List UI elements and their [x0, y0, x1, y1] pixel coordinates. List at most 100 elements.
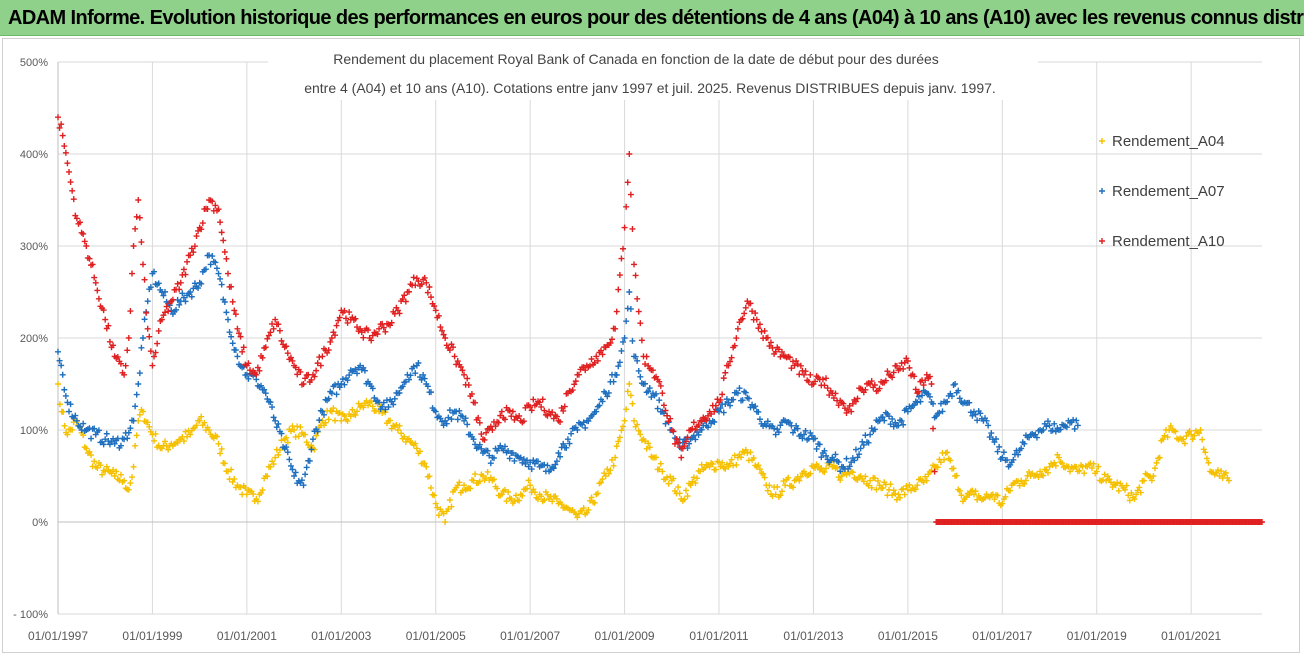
data-point: [541, 497, 548, 504]
data-point: [1057, 426, 1064, 433]
data-point: [105, 322, 112, 329]
data-point: [365, 327, 372, 334]
data-point: [736, 385, 743, 392]
data-point: [130, 463, 137, 470]
data-point: [706, 463, 713, 470]
data-point: [826, 392, 833, 399]
data-point: [920, 382, 927, 389]
data-point: [399, 383, 406, 390]
data-point: [1161, 432, 1168, 439]
data-point: [446, 347, 453, 354]
data-point: [755, 325, 762, 332]
data-point: [1197, 427, 1204, 433]
data-point: [690, 432, 697, 439]
data-point: [135, 381, 142, 387]
data-point: [151, 353, 158, 360]
data-point: [530, 396, 537, 403]
data-point: [988, 430, 995, 437]
data-point: [114, 353, 121, 360]
data-point: [144, 419, 151, 426]
data-point: [895, 491, 902, 498]
data-point: [1093, 468, 1100, 475]
data-point: [117, 471, 124, 478]
data-point: [649, 367, 656, 374]
data-point: [756, 466, 763, 473]
data-point: [915, 388, 922, 395]
data-point: [368, 337, 375, 344]
data-point: [560, 407, 567, 414]
data-point: [626, 381, 633, 387]
data-point: [117, 360, 124, 367]
data-point: [843, 409, 850, 416]
data-point: [133, 432, 140, 439]
data-point: [830, 394, 837, 401]
data-point: [582, 367, 589, 374]
data-point: [204, 206, 211, 213]
x-tick-label: 01/01/1997: [28, 629, 88, 643]
data-point: [440, 422, 447, 429]
data-point: [607, 467, 614, 474]
data-point: [80, 230, 87, 237]
data-point: [472, 471, 479, 478]
data-point: [412, 282, 419, 289]
data-point: [720, 375, 727, 382]
data-point: [662, 420, 669, 427]
data-point: [136, 370, 143, 377]
data-point: [92, 279, 99, 286]
data-point: [341, 307, 348, 314]
data-point: [665, 480, 672, 487]
data-point: [634, 357, 641, 364]
data-point: [163, 303, 170, 310]
data-point: [775, 429, 782, 436]
data-point: [608, 456, 615, 463]
data-point: [739, 397, 746, 404]
data-point: [437, 415, 444, 422]
data-point: [302, 431, 309, 438]
data-point: [621, 224, 628, 231]
data-point: [229, 478, 236, 485]
data-point: [331, 332, 338, 339]
data-point: [605, 470, 612, 477]
data-point: [127, 480, 134, 487]
data-point: [530, 457, 537, 464]
data-point: [325, 347, 332, 354]
data-point: [86, 255, 93, 262]
data-point: [673, 435, 680, 442]
data-point: [341, 412, 348, 419]
data-point: [426, 284, 433, 290]
data-point: [387, 417, 394, 424]
data-point: [690, 474, 697, 481]
data-point: [769, 493, 776, 500]
data-point: [138, 239, 145, 246]
data-point: [624, 388, 631, 395]
data-point: [566, 440, 573, 447]
data-point: [73, 215, 80, 222]
data-point: [141, 316, 148, 323]
data-point: [86, 448, 93, 455]
data-point: [667, 415, 674, 422]
data-point: [791, 362, 798, 369]
data-point: [766, 482, 773, 489]
data-point: [764, 487, 771, 494]
data-point: [66, 168, 73, 175]
data-point: [357, 325, 364, 332]
legend-label: Rendement_A10: [1112, 233, 1225, 250]
data-point: [448, 503, 455, 510]
data-point: [616, 434, 623, 441]
data-point: [505, 447, 512, 454]
data-point: [117, 442, 124, 449]
data-point: [1164, 434, 1171, 441]
data-point: [1107, 479, 1114, 486]
data-point: [143, 309, 150, 316]
data-point: [333, 322, 340, 329]
data-point: [1126, 497, 1133, 504]
data-point: [620, 338, 627, 345]
data-point: [616, 272, 623, 279]
data-point: [879, 414, 886, 421]
data-point: [860, 441, 867, 448]
data-point: [687, 482, 694, 489]
data-point: [867, 431, 874, 438]
data-point: [999, 500, 1006, 507]
data-point: [176, 301, 183, 308]
data-point: [897, 494, 904, 501]
